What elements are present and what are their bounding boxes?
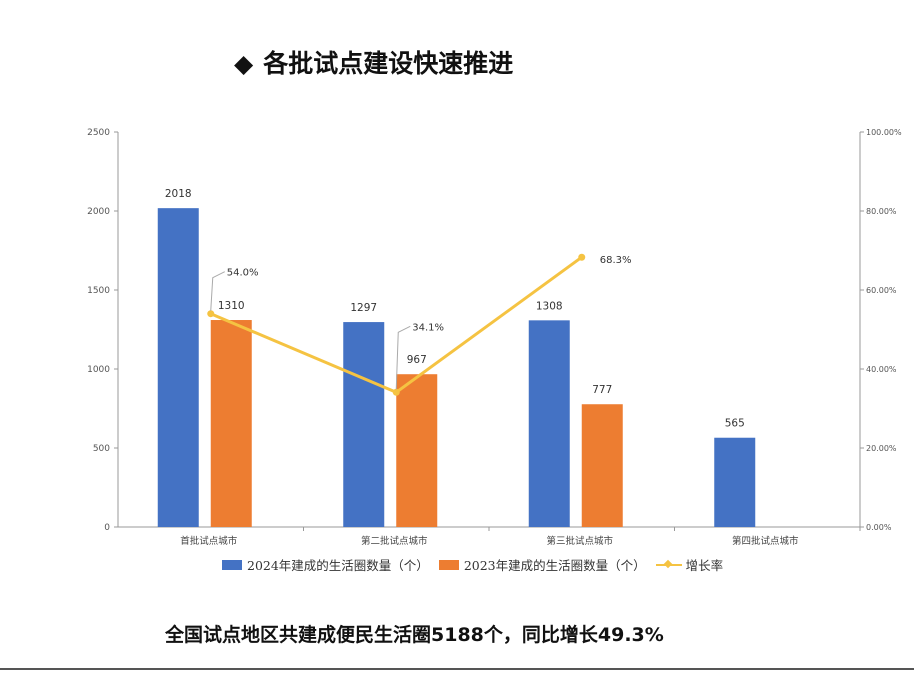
left-axis-tick-label: 2500 [87, 128, 110, 138]
growth-rate-point [207, 310, 215, 318]
legend-label-2023: 2023年建成的生活圈数量（个） [463, 558, 646, 573]
bar-value-label: 1308 [536, 300, 563, 312]
legend-item-2024: 2024年建成的生活圈数量（个） [222, 555, 429, 574]
right-axis-tick-label: 80.00% [866, 207, 897, 216]
right-axis-tick-label: 0.00% [866, 523, 892, 532]
bar-2024 [528, 320, 570, 527]
bottom-divider [0, 668, 914, 670]
legend-swatch-2023 [438, 559, 459, 570]
chart-heading: ◆ 各批试点建设快速推进 [234, 44, 513, 80]
growth-label-leader [210, 271, 225, 311]
right-axis-tick-label: 60.00% [866, 286, 897, 295]
bar-value-label: 2018 [165, 188, 192, 200]
bar-value-label: 1310 [218, 300, 245, 312]
bar-2024 [343, 322, 385, 527]
growth-rate-label: 54.0% [227, 268, 259, 279]
bar-value-label: 777 [592, 384, 612, 396]
growth-rate-label: 34.1% [412, 322, 444, 333]
x-axis-category-label: 第三批试点城市 [546, 535, 613, 547]
legend-label-growth: 增长率 [685, 558, 724, 573]
growth-rate-point [392, 388, 400, 396]
legend-label-2024: 2024年建成的生活圈数量（个） [247, 558, 429, 573]
right-axis-tick-label: 20.00% [866, 444, 897, 453]
chart-legend: 2024年建成的生活圈数量（个） 2023年建成的生活圈数量（个） 增长率 [222, 555, 733, 574]
legend-item-2023: 2023年建成的生活圈数量（个） [438, 555, 646, 574]
bar-2024 [714, 437, 756, 527]
bar-2023 [581, 404, 623, 527]
bar-2023 [210, 320, 252, 527]
right-axis-tick-label: 100.00% [866, 128, 902, 137]
legend-swatch-growth [655, 560, 682, 570]
growth-rate-line [210, 256, 583, 395]
summary-caption: 全国试点地区共建成便民生活圈5188个，同比增长49.3% [165, 624, 664, 646]
growth-label-leader [395, 325, 411, 390]
left-axis-tick-label: 1500 [87, 286, 110, 296]
legend-item-growth: 增长率 [655, 555, 724, 574]
bar-2024 [157, 208, 199, 527]
diamond-bullet-icon: ◆ [234, 49, 254, 78]
heading-text: 各批试点建设快速推进 [263, 49, 514, 78]
x-axis-category-label: 首批试点城市 [180, 535, 238, 547]
bar-value-label: 565 [725, 418, 745, 430]
left-axis-tick-label: 2000 [87, 207, 110, 217]
bar-2023 [396, 374, 438, 527]
x-axis-category-label: 第四批试点城市 [732, 535, 799, 547]
left-axis-tick-label: 0 [104, 523, 110, 533]
combo-chart: 0 500 1000 1500 2000 2500 0.00% 20.00% 40.00% 60.… [87, 128, 902, 547]
legend-swatch-2024 [222, 559, 242, 570]
left-axis-tick-label: 1000 [87, 365, 110, 375]
growth-rate-label: 68.3% [600, 255, 632, 266]
left-axis-tick-label: 500 [93, 444, 110, 454]
bar-value-label: 967 [407, 354, 427, 366]
bar-value-label: 1297 [350, 302, 377, 314]
right-axis-tick-label: 40.00% [866, 365, 897, 374]
growth-rate-point [578, 253, 586, 261]
x-axis-category-label: 第二批试点城市 [361, 535, 428, 547]
